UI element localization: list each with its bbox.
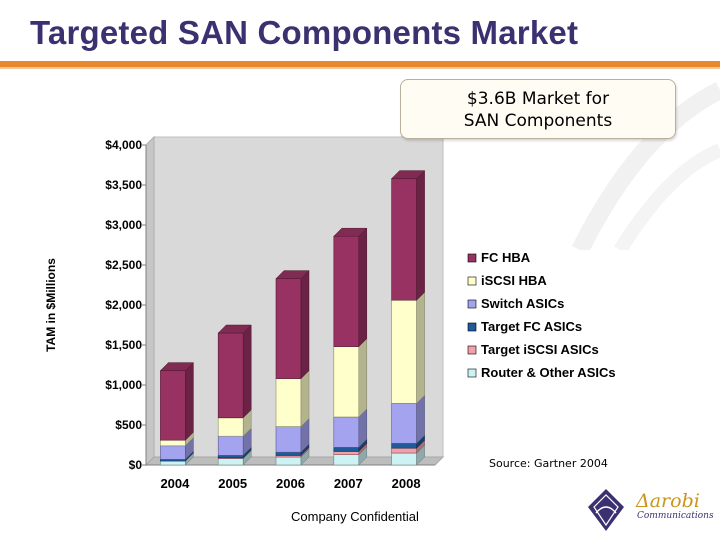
bar-top <box>390 170 426 179</box>
bar-front <box>275 426 302 453</box>
plot-side-wall <box>145 135 155 467</box>
bar-top <box>159 362 195 371</box>
bar-front <box>333 346 360 418</box>
legend-label: FC HBA <box>481 250 531 265</box>
bar-side <box>242 324 252 419</box>
bar-front <box>217 417 244 437</box>
bar-side <box>416 291 425 405</box>
x-tick-label: 2006 <box>276 476 305 491</box>
bar-front <box>333 416 360 448</box>
y-tick-label: $500 <box>115 418 142 432</box>
bar-side <box>300 369 310 428</box>
bar-front <box>217 332 244 419</box>
bar-front <box>275 378 302 427</box>
y-tick-label: $1,000 <box>105 378 142 392</box>
legend-swatch <box>467 322 477 332</box>
bar-front <box>217 435 244 456</box>
legend-swatch <box>467 253 477 263</box>
logo-wordmark: Δarobi <box>636 490 700 512</box>
legend-swatch <box>467 345 477 355</box>
x-tick-label: 2007 <box>334 476 363 491</box>
market-callout-box: $3.6B Market for SAN Components <box>400 79 676 139</box>
bar-front <box>275 278 302 379</box>
bar-side <box>416 394 425 445</box>
slide-title: Targeted SAN Components Market <box>30 14 579 51</box>
bar-front <box>160 370 186 441</box>
bar-side <box>358 337 368 418</box>
y-tick-label: $1,500 <box>105 338 142 352</box>
title-rule <box>0 61 720 67</box>
bar-front <box>217 455 244 459</box>
y-tick-label: $2,500 <box>105 258 142 272</box>
x-tick-label: 2008 <box>392 476 421 491</box>
bar-top <box>217 324 252 334</box>
x-tick-label: 2004 <box>160 476 190 491</box>
bar-front <box>391 299 417 404</box>
bar-front <box>333 451 360 455</box>
bar-front <box>160 439 186 447</box>
bar-front <box>275 451 302 456</box>
y-axis-label: TAM in $Millions <box>44 258 58 352</box>
bar-front <box>160 445 186 460</box>
bar-front <box>391 443 417 449</box>
bar-side <box>185 361 194 441</box>
footer-confidential: Company Confidential <box>291 509 419 524</box>
legend-label: Switch ASICs <box>481 296 564 311</box>
source-note: Source: Gartner 2004 <box>489 457 608 470</box>
bar-segment <box>159 361 195 441</box>
legend-label: Router & Other ASICs <box>481 365 616 380</box>
y-tick-label: $4,000 <box>105 138 142 152</box>
bar-segment <box>333 337 368 418</box>
bar-segment <box>275 369 310 428</box>
callout-line-1: $3.6B Market for <box>466 89 610 109</box>
legend-swatch <box>467 299 477 309</box>
bar-front <box>391 403 417 444</box>
y-tick-label: $2,000 <box>105 298 142 312</box>
legend-label: Target iSCSI ASICs <box>481 342 599 357</box>
bar-front <box>217 458 244 466</box>
y-tick-label: $3,500 <box>105 178 142 192</box>
bar-front <box>391 452 417 466</box>
chart-bars: 2004 2005 2006 2007 2008 <box>159 169 426 491</box>
bar-side <box>358 227 368 348</box>
bar-segment <box>390 291 426 405</box>
y-tick-label: $0 <box>129 458 143 472</box>
y-tick-label: $3,000 <box>105 218 142 232</box>
bar-front <box>333 454 360 466</box>
company-logo-icon <box>588 489 624 531</box>
legend-label: iSCSI HBA <box>481 273 547 288</box>
title-rule-shadow <box>0 67 720 69</box>
legend-label: Target FC ASICs <box>481 319 582 334</box>
logo-subtitle: Communications <box>637 511 714 521</box>
legend-swatch <box>467 368 477 378</box>
bar-top <box>275 270 310 279</box>
bar-front <box>391 178 417 301</box>
bar-segment <box>390 169 426 301</box>
bar-segment <box>333 227 368 348</box>
bar-front <box>160 460 186 466</box>
background-arc-decoration <box>571 81 720 250</box>
chart-legend: FC HBA iSCSI HBA Switch ASICs Target FC ASI… <box>467 250 616 380</box>
bar-segment <box>275 269 310 380</box>
bar-front <box>333 447 360 452</box>
legend-swatch <box>467 276 477 286</box>
bar-side <box>300 269 310 380</box>
bar-front <box>333 235 360 347</box>
callout-line-2: SAN Components <box>463 111 613 131</box>
bar-side <box>416 169 425 301</box>
chart-axes: $0 $500 $1,000 $1,500 $2,000 $2,500 $3,000 $3,5… <box>44 138 435 472</box>
bar-top <box>333 227 368 237</box>
x-tick-label: 2005 <box>218 476 247 491</box>
bar-segment <box>217 324 252 419</box>
bar-front <box>275 456 302 466</box>
bar-front <box>391 447 417 454</box>
